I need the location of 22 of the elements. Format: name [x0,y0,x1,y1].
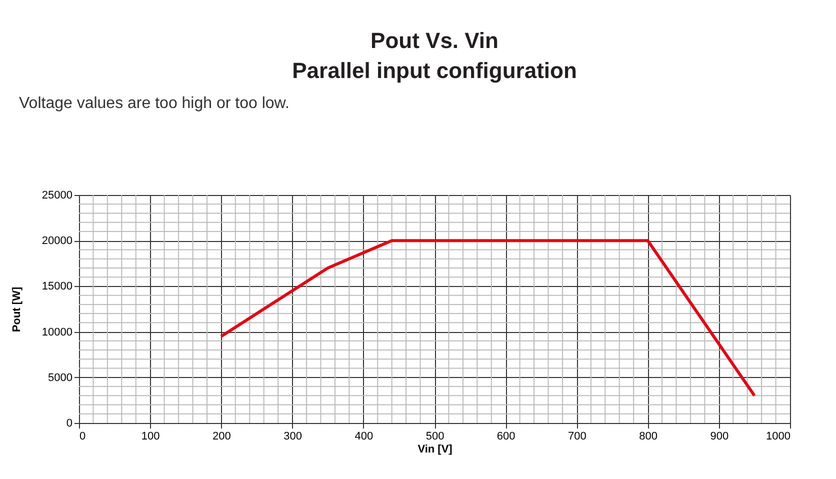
y-tick-label: 20000 [42,235,72,248]
x-axis-title: Vin [V] [418,444,453,456]
x-tick-label: 1000 [766,430,790,442]
x-tick-label: 900 [710,430,729,442]
line-series [220,239,756,398]
x-tick-label: 800 [639,430,658,442]
y-tick-label: 0 [66,418,72,430]
x-tick-label: 0 [80,430,86,442]
y-axis-title: Pout [W] [10,286,23,332]
x-tick-label: 600 [496,430,516,442]
x-tick-label: 400 [354,430,374,442]
y-tick-label: 5000 [48,372,72,384]
x-tick-label: 200 [212,430,231,442]
text: Voltage values are too high or too low. [19,95,290,112]
x-tick-label: 100 [141,430,160,442]
y-tick-label: 15000 [42,280,72,293]
y-tick-label: 10000 [42,326,72,338]
chart-title: Pout Vs. Vin Parallel input configuration [292,28,577,83]
x-tick-label: 500 [426,430,444,442]
y-tick-label: 25000 [42,190,72,202]
x-tick-label: 300 [284,430,302,442]
x-tick-label: 700 [568,430,586,442]
